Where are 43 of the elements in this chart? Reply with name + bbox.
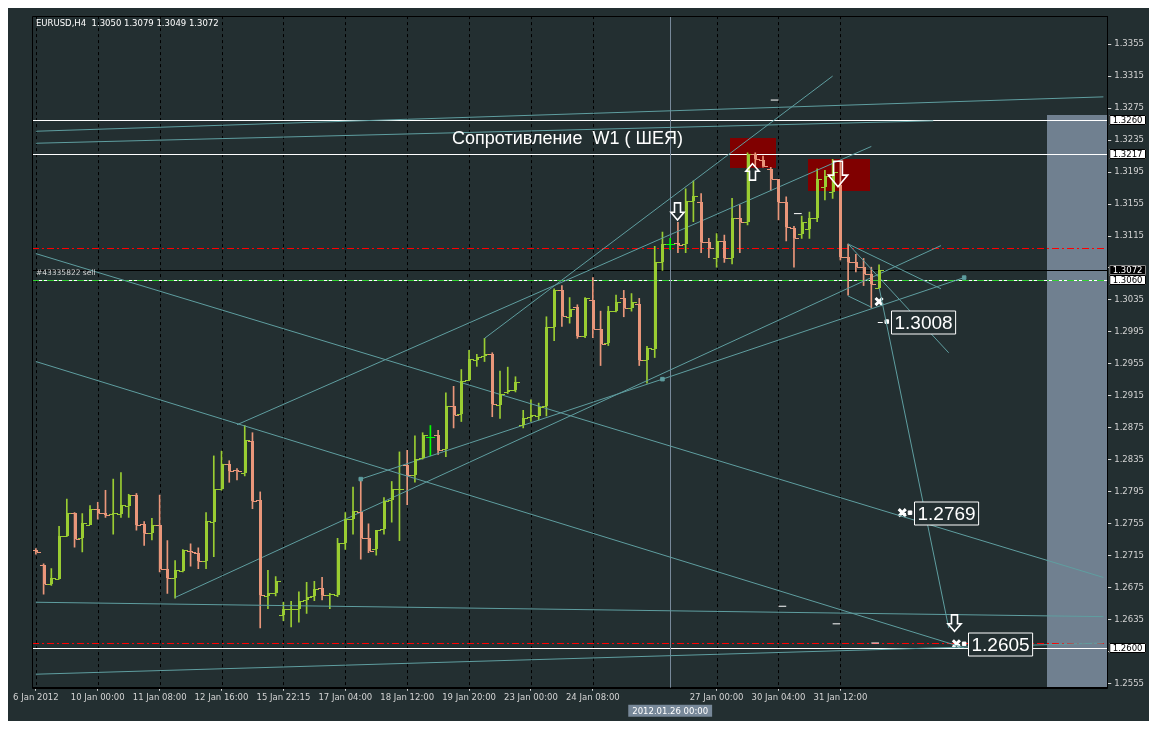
y-tick-label: 1.3115 — [1114, 230, 1145, 241]
y-tick-label: 1.3355 — [1114, 38, 1145, 49]
x-tick-label: 23 Jan 00:00 — [504, 692, 558, 703]
y-tick-label: 1.2555 — [1114, 678, 1145, 688]
annotation: Сопротивление W1 ( ШЕЯ) — [452, 127, 683, 148]
y-tick-label: 1.3155 — [1114, 198, 1145, 209]
ref-line-label: 1.3217 — [1112, 148, 1143, 159]
data-label: 1.2769 — [917, 502, 976, 524]
y-tick-label: 1.2875 — [1114, 422, 1145, 433]
y-tick-label: 1.2675 — [1114, 582, 1145, 593]
y-tick-label: 1.2715 — [1114, 550, 1145, 561]
x-tick-label: 24 Jan 08:00 — [565, 692, 620, 703]
y-tick-label: 1.3195 — [1114, 166, 1145, 177]
x-tick-label: 15 Jan 22:15 — [256, 692, 311, 703]
x-tick-label: 11 Jan 08:00 — [132, 692, 187, 703]
y-tick-label: 1.3315 — [1114, 70, 1145, 81]
ref-line-label: 1.3072 — [1112, 264, 1143, 275]
y-tick-label: 1.2635 — [1114, 614, 1145, 625]
x-tick-label: 19 Jan 20:00 — [442, 692, 496, 703]
ref-line-label: 1.2600 — [1112, 642, 1143, 653]
ref-line-label: 1.3060 — [1112, 274, 1143, 285]
x-tick-label: 30 Jan 04:00 — [751, 692, 806, 703]
x-tick-label: 10 Jan 00:00 — [70, 692, 125, 703]
y-tick-label: 1.2795 — [1114, 486, 1145, 497]
y-tick-label: 1.2915 — [1114, 390, 1145, 401]
y-tick-label: 1.2955 — [1114, 358, 1145, 369]
x-tick-label: 6 Jan 2012 — [13, 692, 59, 703]
x-tick-label: 27 Jan 00:00 — [689, 692, 744, 703]
y-tick-label: 1.3035 — [1114, 294, 1145, 305]
x-tick-label: 2012.01.26 00:00 — [632, 705, 709, 716]
y-tick-label: 1.3235 — [1114, 134, 1145, 145]
data-label: 1.3008 — [894, 311, 953, 333]
x-tick-label: 17 Jan 04:00 — [318, 692, 373, 703]
y-tick-label: 1.2835 — [1114, 454, 1145, 465]
x-tick-label: 12 Jan 16:00 — [194, 692, 249, 703]
x-tick-label: 18 Jan 12:00 — [380, 692, 435, 703]
data-label: 1.2605 — [971, 633, 1030, 655]
y-tick-label: 1.3275 — [1114, 102, 1145, 113]
y-tick-label: 1.2755 — [1114, 518, 1145, 529]
y-tick-label: 1.2995 — [1114, 326, 1145, 337]
chart-title: EURUSD,H4 1.3050 1.3079 1.3049 1.3072 — [36, 17, 219, 28]
ref-line-label: 1.3260 — [1112, 114, 1143, 125]
x-tick-label: 31 Jan 12:00 — [813, 692, 868, 703]
